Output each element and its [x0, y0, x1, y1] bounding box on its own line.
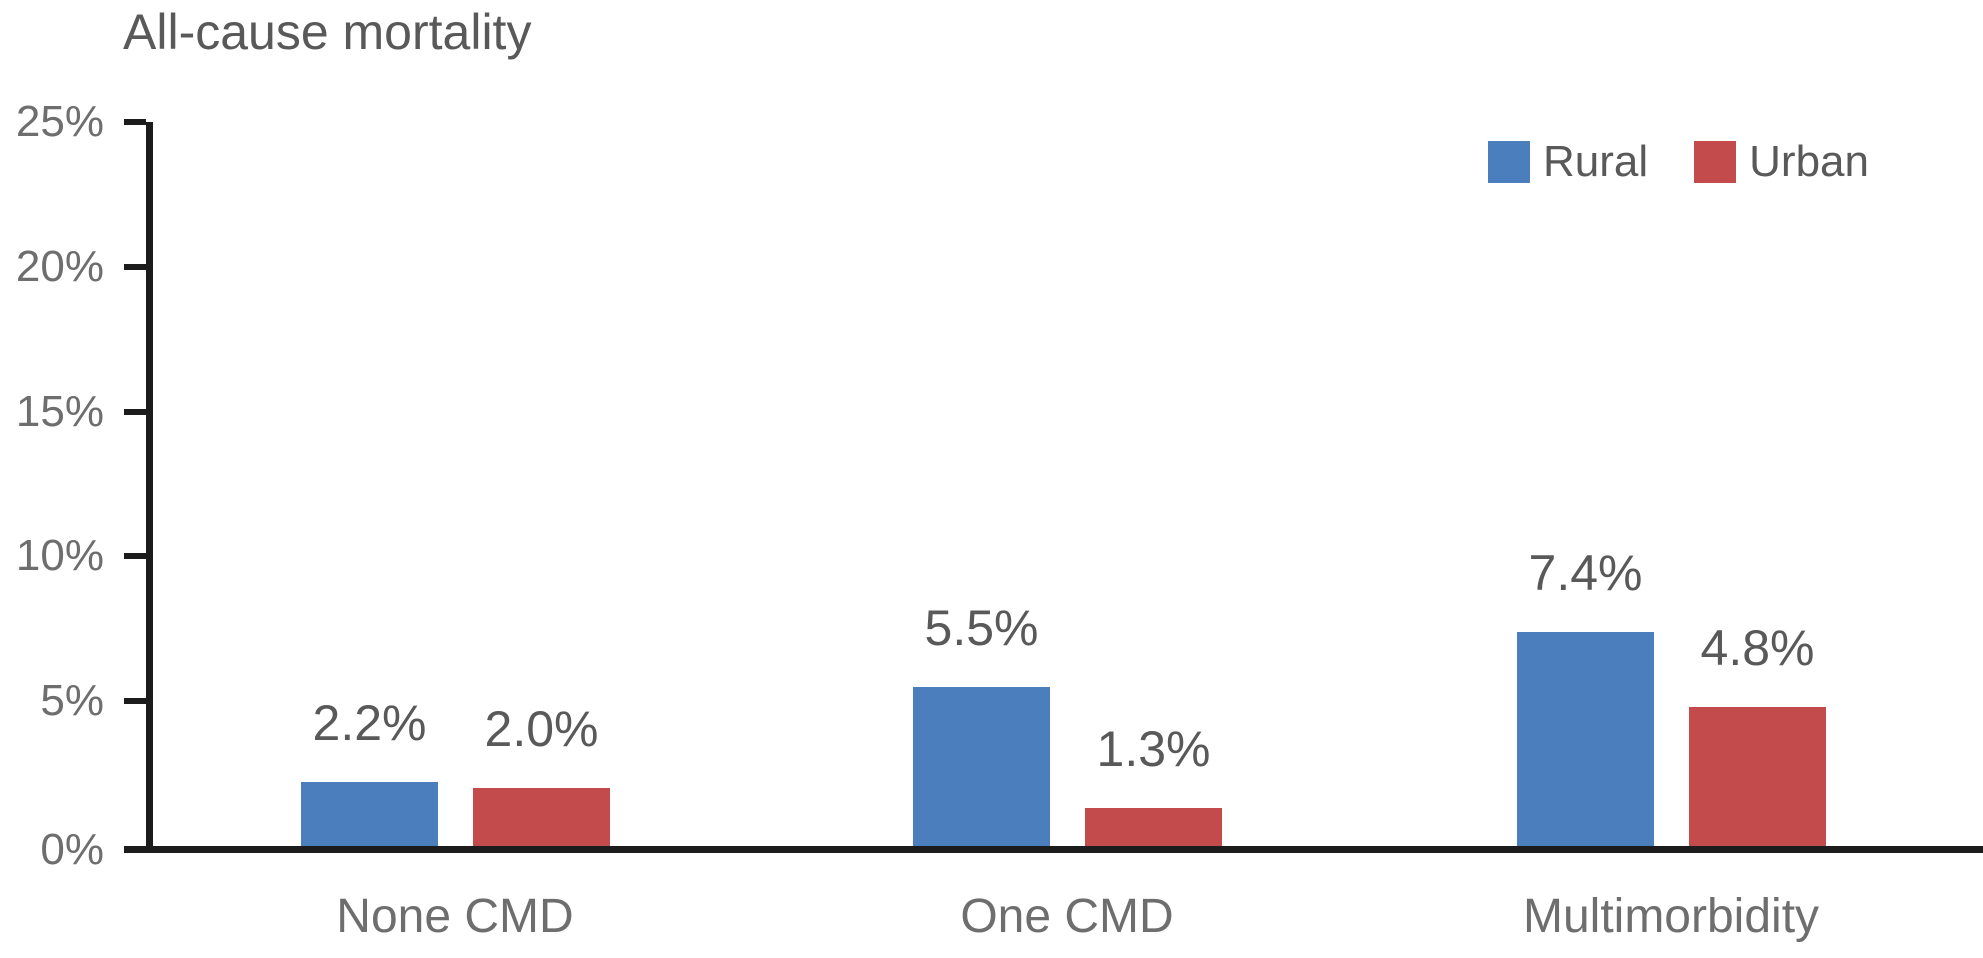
bar-rural-2 — [1517, 632, 1654, 846]
y-axis-tick — [124, 409, 146, 415]
legend: Rural Urban — [1488, 140, 1869, 184]
y-tick-label: 10% — [15, 531, 104, 580]
category-label-1: One CMD — [960, 890, 1174, 943]
y-tick-label: 15% — [15, 387, 104, 436]
legend-swatch-rural — [1488, 141, 1530, 183]
legend-label-urban: Urban — [1749, 137, 1869, 186]
bar-urban-2 — [1689, 707, 1826, 846]
x-axis-line — [124, 846, 1983, 853]
bar-value-label: 5.5% — [924, 600, 1039, 656]
y-axis-tick — [124, 698, 146, 704]
legend-item-rural: Rural — [1488, 140, 1648, 184]
bar-value-label: 1.3% — [1096, 721, 1211, 777]
bar-value-label: 2.0% — [484, 701, 599, 757]
y-tick-label: 0% — [40, 825, 104, 874]
bar-rural-1 — [913, 687, 1050, 846]
bar-value-label: 4.8% — [1700, 620, 1815, 676]
bar-urban-1 — [1085, 808, 1222, 846]
y-tick-label: 25% — [15, 97, 104, 146]
category-label-0: None CMD — [336, 890, 574, 943]
y-axis-tick — [124, 119, 146, 125]
legend-label-rural: Rural — [1543, 137, 1649, 186]
bar-urban-0 — [473, 788, 610, 846]
y-axis-tick — [124, 264, 146, 270]
y-tick-label: 5% — [40, 676, 104, 725]
y-axis-line — [146, 122, 153, 853]
chart-title: All-cause mortality — [123, 4, 532, 60]
bar-value-label: 2.2% — [312, 695, 427, 751]
y-axis-tick — [124, 553, 146, 559]
legend-swatch-urban — [1694, 141, 1737, 183]
category-label-2: Multimorbidity — [1522, 890, 1820, 943]
bar-value-label: 7.4% — [1528, 545, 1643, 601]
legend-item-urban: Urban — [1694, 140, 1869, 184]
bar-rural-0 — [301, 782, 438, 846]
y-tick-label: 20% — [15, 242, 104, 291]
